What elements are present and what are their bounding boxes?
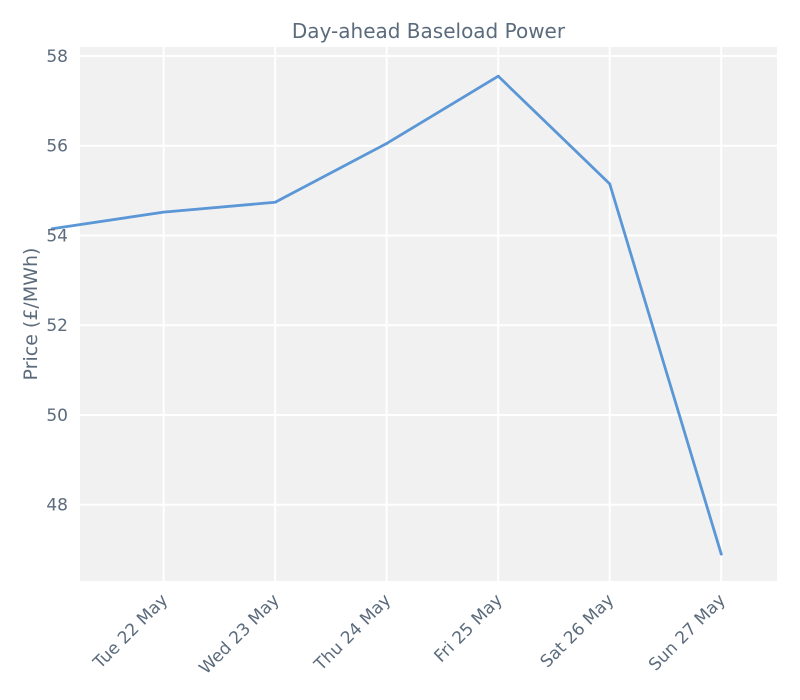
data-point-5 bbox=[608, 182, 612, 186]
data-point-2 bbox=[273, 200, 277, 204]
data-point-1 bbox=[162, 210, 166, 214]
y-tick-label-0: 48 bbox=[46, 496, 68, 516]
x-tick-label-4: Sat 26 May bbox=[537, 590, 619, 672]
data-point-4 bbox=[496, 74, 500, 78]
y-tick-label-4: 56 bbox=[46, 137, 68, 157]
y-axis-ticks: 48 50 52 54 56 58 bbox=[46, 47, 68, 516]
y-tick-label-1: 50 bbox=[46, 406, 68, 426]
data-point-6 bbox=[719, 552, 723, 556]
data-point-3 bbox=[385, 142, 389, 145]
y-tick-label-2: 52 bbox=[46, 316, 68, 336]
x-tick-label-0: Tue 22 May bbox=[89, 590, 172, 673]
x-tick-label-2: Thu 24 May bbox=[310, 590, 395, 675]
data-point-0 bbox=[50, 227, 54, 231]
x-tick-label-5: Sun 27 May bbox=[645, 590, 730, 675]
y-axis-label: Price (£/MWh) bbox=[20, 248, 42, 381]
y-tick-label-3: 54 bbox=[46, 226, 68, 246]
y-tick-label-5: 58 bbox=[46, 47, 68, 67]
x-axis-ticks: Tue 22 May Wed 23 May Thu 24 May Fri 25 May… bbox=[89, 590, 730, 678]
x-tick-label-1: Wed 23 May bbox=[196, 590, 284, 678]
x-tick-label-3: Fri 25 May bbox=[430, 590, 506, 666]
series-layer bbox=[50, 74, 723, 556]
chart-title: Day-ahead Baseload Power bbox=[292, 19, 566, 43]
plot-background bbox=[80, 47, 777, 581]
grid-lines bbox=[80, 47, 777, 581]
